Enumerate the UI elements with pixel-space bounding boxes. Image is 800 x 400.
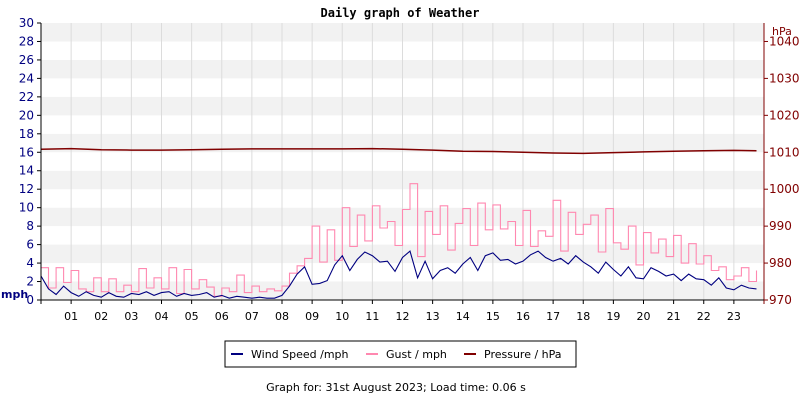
x-tick-label: 04 [155,310,169,323]
right-y-axis-ticks: 970 980 990 1000 1010 1020 1030 1040 [764,34,800,307]
right-tick-label: 1000 [769,182,800,196]
x-tick-label: 05 [185,310,199,323]
right-tick-label: 970 [769,293,792,307]
x-tick-label: 18 [576,310,590,323]
x-tick-label: 08 [275,310,289,323]
x-tick-label: 17 [546,310,560,323]
legend-box [224,340,577,368]
left-tick-label: 16 [19,145,34,159]
right-tick-label: 990 [769,219,792,233]
x-tick-label: 03 [124,310,138,323]
x-tick-label: 15 [486,310,500,323]
x-tick-label: 12 [396,310,410,323]
right-tick-label: 1020 [769,108,800,122]
chart-title: Daily graph of Weather [321,6,480,20]
right-tick-label: 1040 [769,34,800,48]
left-tick-label: 20 [19,108,34,122]
left-tick-label: 2 [26,275,34,289]
series-line-pressure-hpa [40,147,757,155]
x-tick-label: 07 [245,310,259,323]
left-tick-label: 10 [19,201,34,215]
left-axis-unit-label: mph [1,288,28,301]
series-line-gust-mph [41,183,758,297]
x-tick-label: 16 [516,310,530,323]
x-tick-label: 11 [365,310,379,323]
left-tick-label: 0 [26,293,34,307]
left-tick-label: 22 [19,90,34,104]
x-tick-label: 23 [727,310,741,323]
left-tick-label: 26 [19,53,34,67]
x-axis-ticks: 01 02 03 04 05 06 07 08 09 10 11 12 13 14 15 16 17 18 19 20… [64,300,741,323]
x-tick-label: 20 [637,310,651,323]
left-tick-label: 18 [19,127,34,141]
left-tick-label: 30 [19,16,34,30]
legend: Wind Speed /mph Gust / mph Pressure / hP… [224,340,577,368]
x-tick-label: 22 [697,310,711,323]
x-tick-label: 10 [335,310,349,323]
right-tick-label: 1030 [769,71,800,85]
x-tick-label: 02 [94,310,108,323]
left-tick-label: 8 [26,219,34,233]
x-tick-label: 21 [667,310,681,323]
left-tick-label: 14 [19,164,34,178]
x-tick-label: 19 [606,310,620,323]
left-tick-label: 4 [26,256,34,270]
legend-label-pressure: Pressure / hPa [484,348,562,361]
left-tick-label: 24 [19,71,34,85]
left-tick-label: 12 [19,182,34,196]
legend-label-wind: Wind Speed /mph [251,348,349,361]
x-tick-label: 14 [456,310,470,323]
legend-label-gust: Gust / mph [386,348,447,361]
x-tick-label: 09 [305,310,319,323]
x-tick-label: 13 [426,310,440,323]
x-tick-label: 01 [64,310,78,323]
series-layer [40,147,758,299]
left-tick-label: 28 [19,34,34,48]
footer-text: Graph for: 31st August 2023; Load time: … [266,381,526,394]
right-tick-label: 980 [769,256,792,270]
right-axis-unit-label: hPa [772,25,792,38]
series-line-wind-speed-mph [40,250,757,299]
right-tick-label: 1010 [769,145,800,159]
x-tick-label: 06 [215,310,229,323]
left-tick-label: 6 [26,238,34,252]
